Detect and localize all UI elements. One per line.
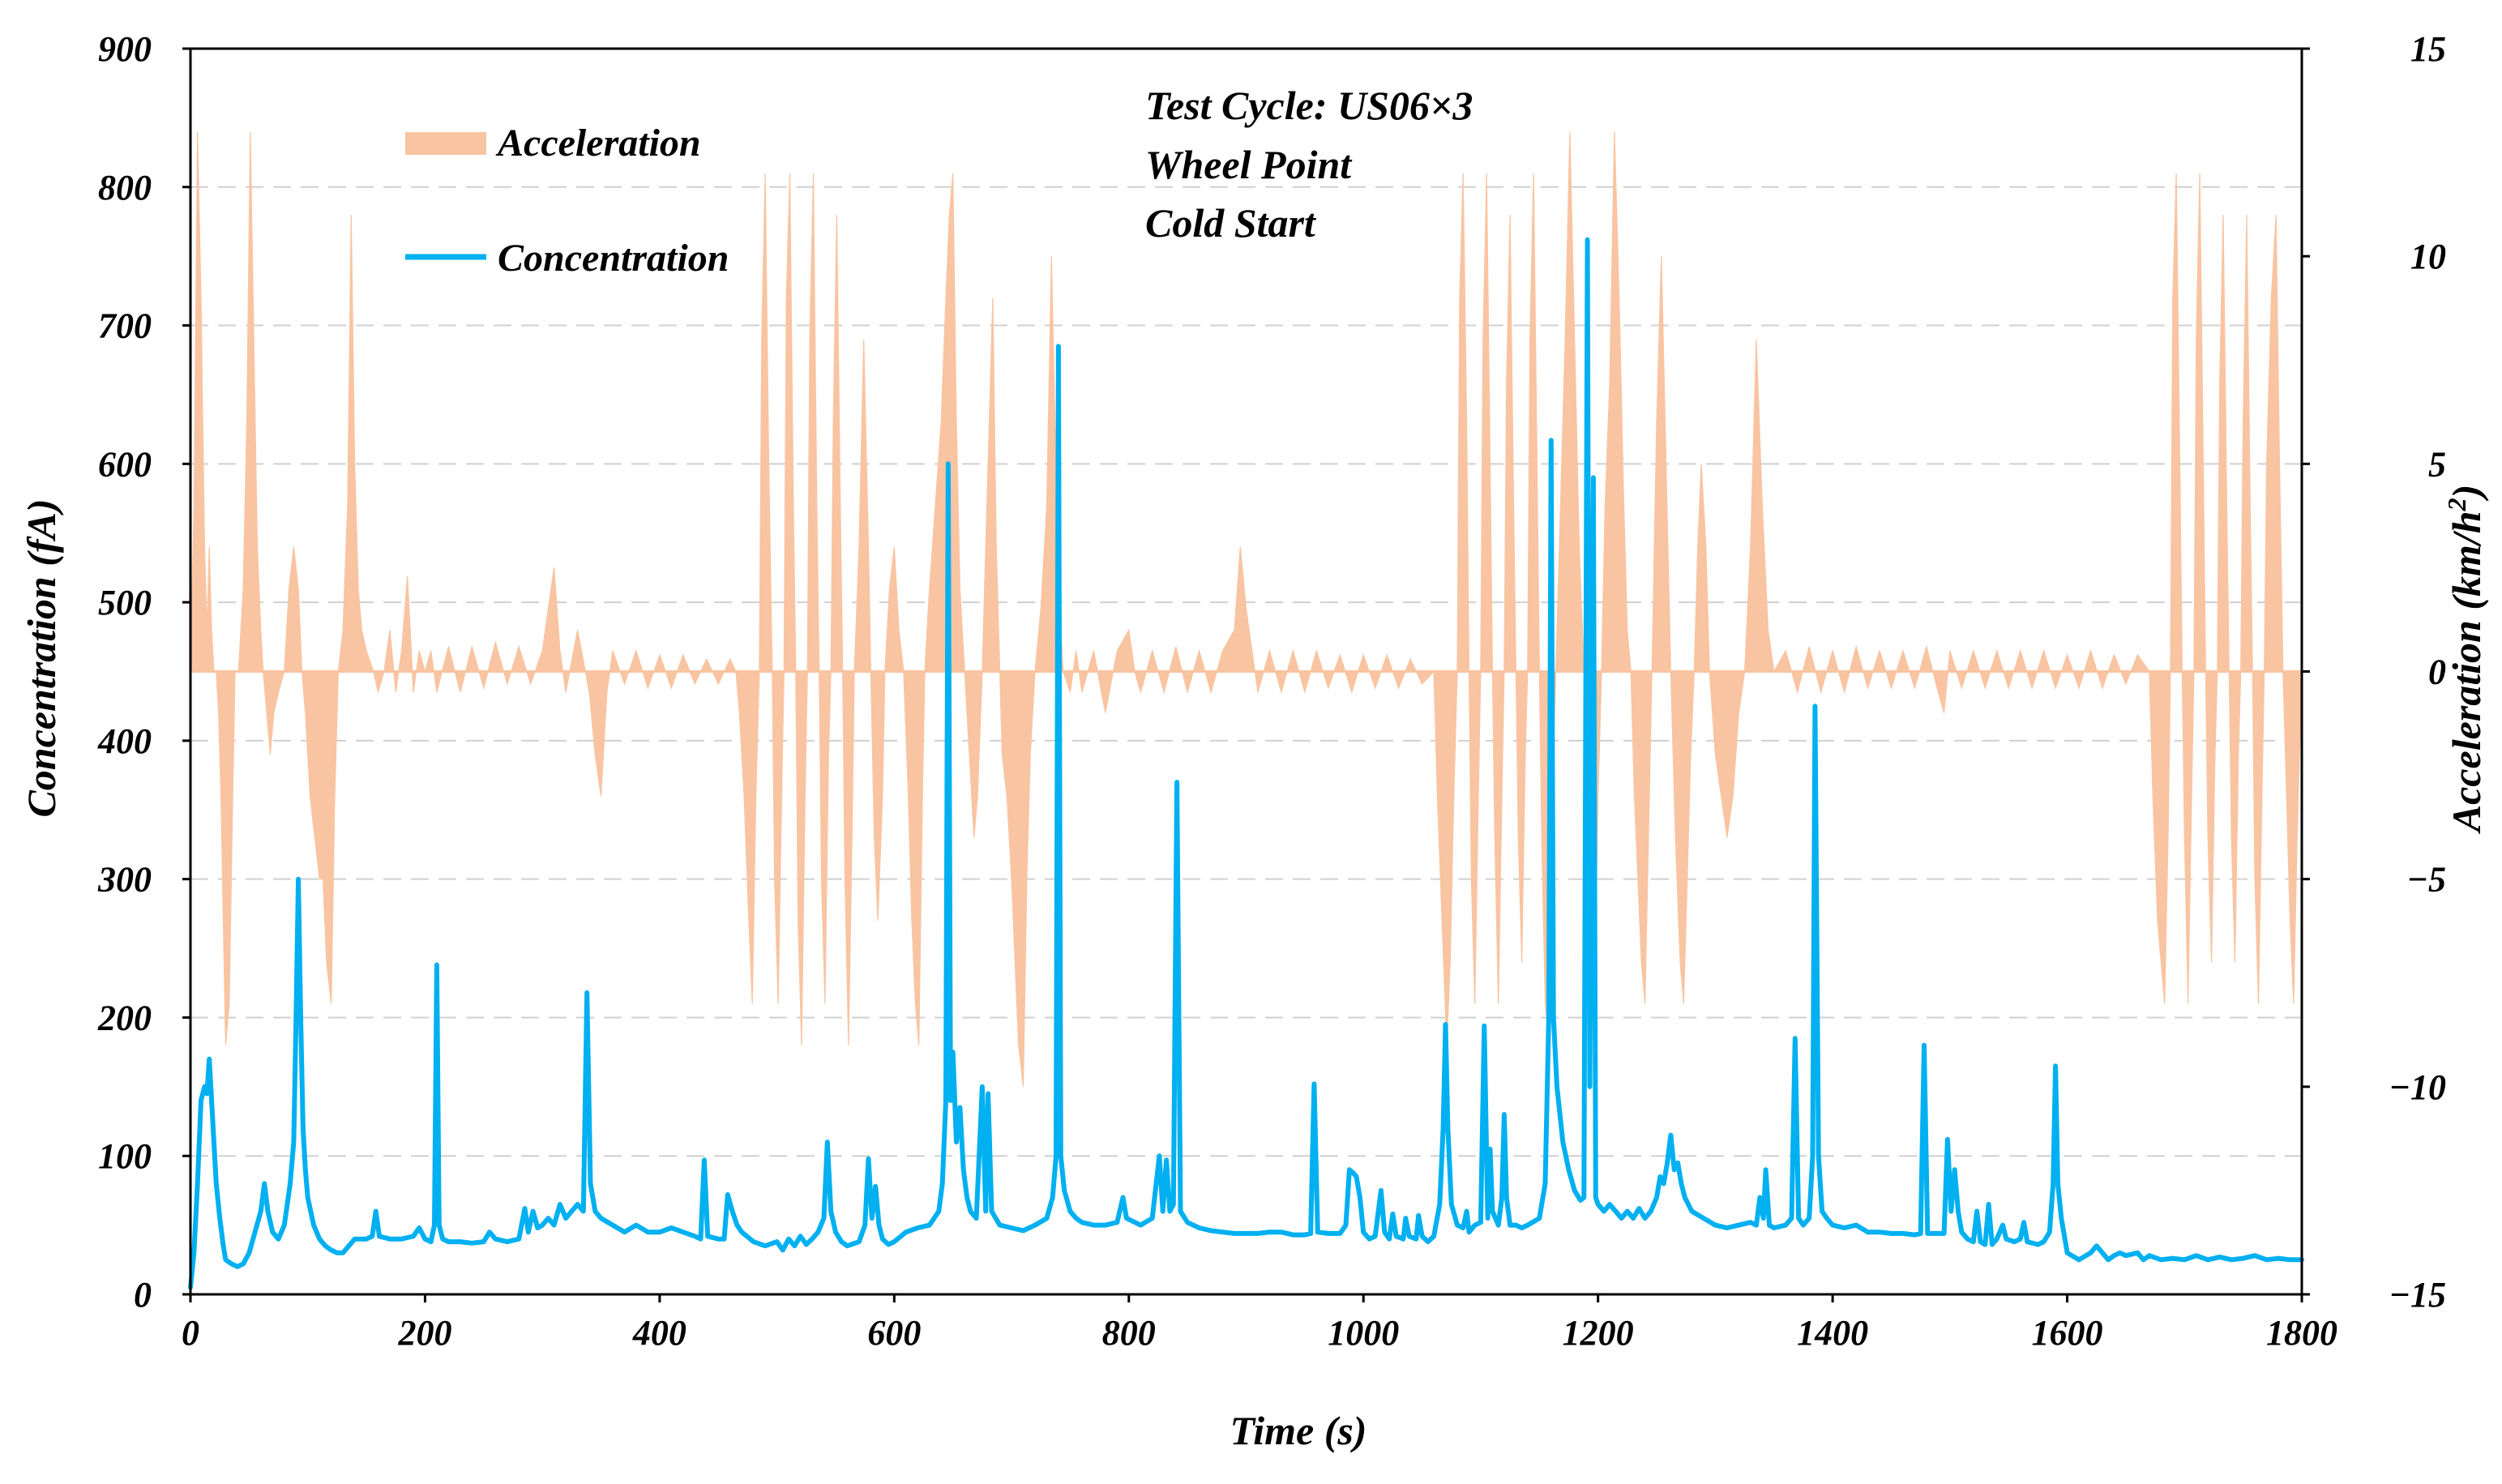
x-tick-label-6: 1200 [1563,1313,1634,1353]
x-axis-label: Time (s) [1230,1408,1367,1453]
grid-lines [190,186,2302,1157]
y-right-tick-label-0: −15 [2389,1275,2446,1315]
annotation: Test Cycle: US06×3 Wheel Point Cold Star… [1145,83,1473,246]
y-axis-label-right-base: Acceleration (km/h [2444,511,2489,834]
legend-label-acceleration: Acceleration [495,122,701,165]
y-right-tick-label-6: 15 [2410,29,2446,69]
y-left-tick-label-9: 900 [98,29,152,69]
concentration-series [188,237,2304,1290]
y-axis-label-left: Concentration (fA) [19,498,64,817]
x-tick-label-1: 200 [397,1313,451,1353]
annotation-test-cycle: Test Cycle: US06×3 [1145,83,1473,128]
acceleration-series [190,131,2303,1087]
x-tick-label-9: 1800 [2266,1313,2337,1353]
legend-swatch-acceleration [405,132,486,155]
y-axis-label-right-sup: 2 [2442,498,2471,511]
x-tick-label-5: 1000 [1328,1313,1399,1353]
concentration-line [188,237,2304,1290]
y-left-tick-label-2: 200 [97,998,152,1037]
y-left-tick-label-1: 100 [98,1136,152,1176]
x-tick-label-4: 800 [1102,1313,1156,1353]
y-left-tick-label-0: 0 [134,1275,152,1315]
x-tick-label-7: 1400 [1797,1313,1868,1353]
y-right-tick-label-5: 10 [2410,237,2446,276]
y-axis-label-right-end: ) [2444,485,2489,502]
legend-label-concentration: Concentration [498,237,729,280]
annotation-cold-start: Cold Start [1145,200,1317,246]
x-tick-label-3: 600 [867,1313,921,1353]
y-right-tick-label-4: 5 [2428,444,2446,484]
y-right-tick-label-2: −5 [2406,860,2446,900]
acceleration-area [190,131,2303,1087]
y-left-tick-label-4: 400 [97,721,152,761]
axes [182,47,2310,1302]
y-axis-label-right: Acceleration (km/h2) [2442,485,2489,834]
x-tick-label-8: 1600 [2032,1313,2103,1353]
tick-labels: 0 200 400 600 800 1000 1200 1400 1600 18000100200… [97,29,2446,1353]
y-left-tick-label-8: 800 [98,168,152,207]
annotation-wheel-point: Wheel Point [1145,142,1353,187]
legend: Acceleration Concentration [405,122,729,280]
x-tick-label-2: 400 [632,1313,686,1353]
y-left-tick-label-3: 300 [97,860,152,900]
y-right-tick-label-3: 0 [2428,652,2446,692]
x-tick-label-0: 0 [182,1313,199,1353]
y-left-tick-label-6: 600 [98,444,152,484]
y-left-tick-label-5: 500 [98,583,152,622]
y-right-tick-label-1: −10 [2389,1067,2446,1107]
y-left-tick-label-7: 700 [98,306,152,346]
